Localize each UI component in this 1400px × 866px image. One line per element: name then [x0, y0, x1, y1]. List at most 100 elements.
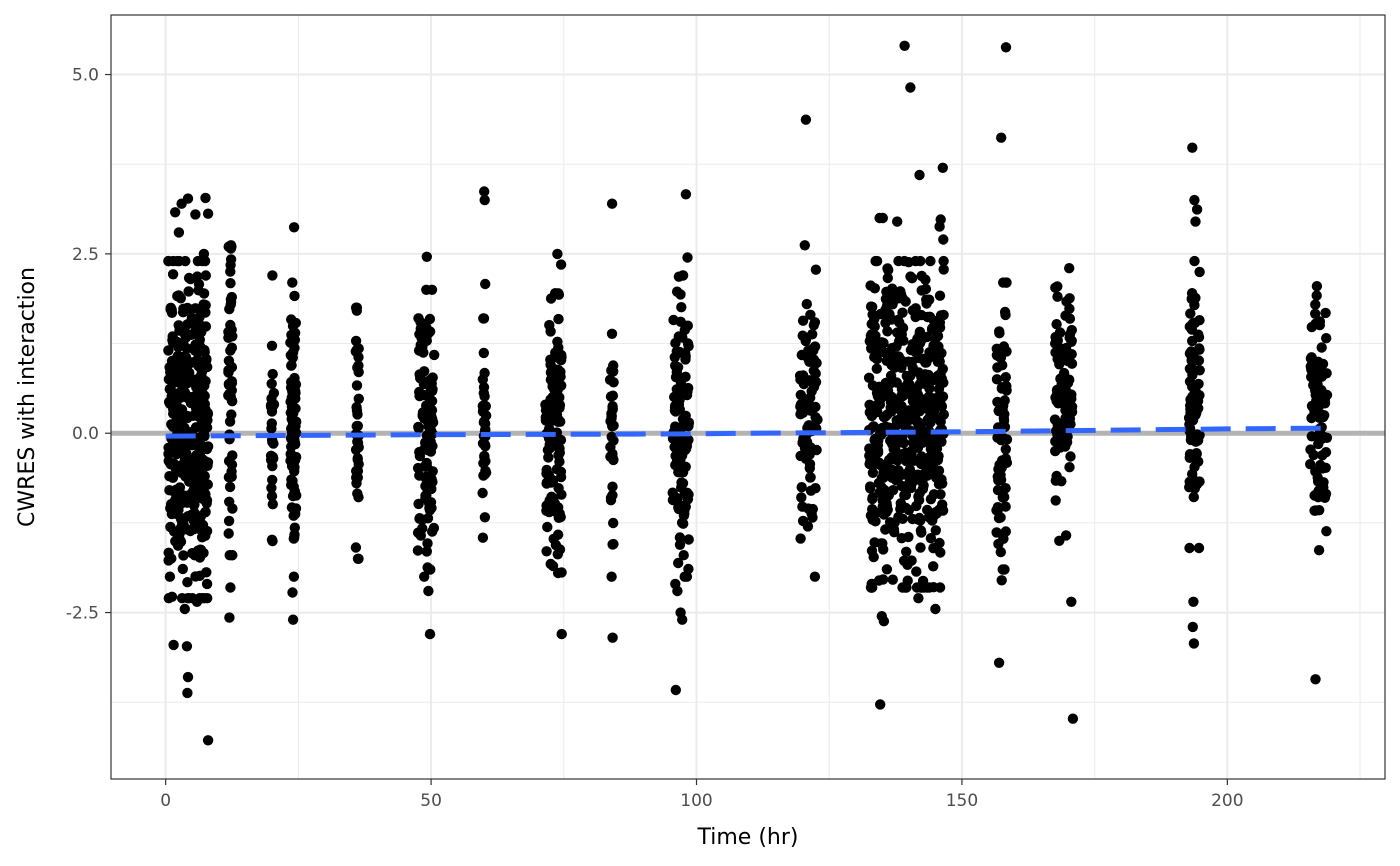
data-point [913, 417, 925, 428]
data-point [1187, 381, 1198, 392]
data-point [608, 435, 619, 446]
data-point [166, 391, 177, 402]
data-point [1187, 142, 1198, 153]
data-point [424, 393, 435, 404]
data-point [186, 461, 197, 473]
data-point [267, 474, 278, 486]
data-point [880, 304, 891, 315]
data-point [901, 546, 912, 557]
data-point [605, 391, 617, 402]
data-point [197, 493, 208, 504]
data-point [419, 461, 430, 472]
data-point [547, 560, 559, 572]
data-point [893, 293, 904, 304]
data-point [925, 255, 936, 267]
data-point [999, 491, 1010, 503]
data-point [937, 391, 949, 402]
x-tick-label: 100 [680, 791, 712, 811]
data-point [225, 299, 236, 310]
data-point [290, 379, 302, 390]
data-point [934, 504, 945, 515]
data-point [998, 277, 1009, 288]
data-point [878, 509, 890, 520]
data-point [421, 546, 432, 557]
data-point [809, 571, 821, 582]
data-point [556, 628, 567, 640]
data-point [167, 331, 178, 342]
data-point [166, 591, 178, 602]
data-point [1189, 317, 1201, 328]
data-point [910, 347, 921, 358]
data-point [1306, 321, 1318, 333]
data-point [865, 334, 876, 346]
data-point [267, 460, 278, 472]
data-point [921, 459, 933, 471]
x-axis-title: Time (hr) [697, 825, 799, 850]
x-tick-label: 50 [420, 791, 442, 811]
data-point [682, 252, 693, 263]
data-point [1189, 255, 1200, 267]
data-point [802, 521, 814, 532]
data-point [916, 285, 927, 296]
data-point [174, 411, 185, 422]
data-point [994, 328, 1005, 339]
data-point [807, 329, 818, 340]
data-point [906, 555, 917, 566]
data-point [177, 563, 188, 575]
data-point [424, 313, 436, 325]
data-point [1193, 542, 1205, 554]
data-point [929, 405, 940, 416]
data-point [194, 361, 205, 373]
data-point [1314, 319, 1326, 331]
data-point [224, 416, 236, 427]
data-point [545, 359, 556, 370]
data-point [173, 290, 184, 301]
data-point [1194, 266, 1205, 278]
data-point [1186, 293, 1197, 305]
data-point [991, 527, 1002, 538]
data-point [193, 285, 204, 296]
data-point [810, 483, 821, 494]
data-point [163, 345, 174, 356]
data-point [905, 271, 916, 282]
data-point [351, 380, 363, 391]
data-point [913, 593, 924, 604]
data-point [266, 423, 277, 434]
data-point [289, 342, 300, 354]
data-point [202, 208, 214, 219]
data-point [173, 320, 184, 331]
data-point [478, 313, 489, 324]
data-point [937, 162, 948, 173]
data-point [810, 401, 821, 413]
data-point [225, 240, 237, 251]
data-point [877, 212, 888, 224]
data-point [996, 462, 1007, 473]
data-point [807, 512, 818, 523]
data-point [286, 392, 297, 403]
data-point [1184, 476, 1195, 487]
data-point [996, 132, 1007, 143]
data-point [924, 383, 935, 394]
data-point [188, 476, 199, 487]
data-point [914, 378, 926, 390]
data-point [190, 326, 201, 337]
data-point [993, 512, 1005, 524]
data-point [917, 483, 929, 495]
data-point [1321, 526, 1332, 537]
data-point [185, 392, 196, 403]
data-point [799, 240, 810, 251]
data-point [900, 502, 911, 513]
data-point [267, 400, 279, 412]
data-point [999, 306, 1011, 318]
data-point [892, 454, 904, 465]
y-axis-title: CWRES with interaction [15, 267, 40, 527]
data-point [995, 546, 1006, 558]
data-point [165, 521, 176, 533]
y-tick-label: 2.5 [72, 245, 99, 265]
data-point [266, 534, 278, 545]
data-point [1311, 281, 1323, 292]
data-point [191, 596, 203, 607]
data-point [287, 419, 299, 430]
data-point [424, 326, 436, 337]
data-point [1187, 391, 1198, 402]
